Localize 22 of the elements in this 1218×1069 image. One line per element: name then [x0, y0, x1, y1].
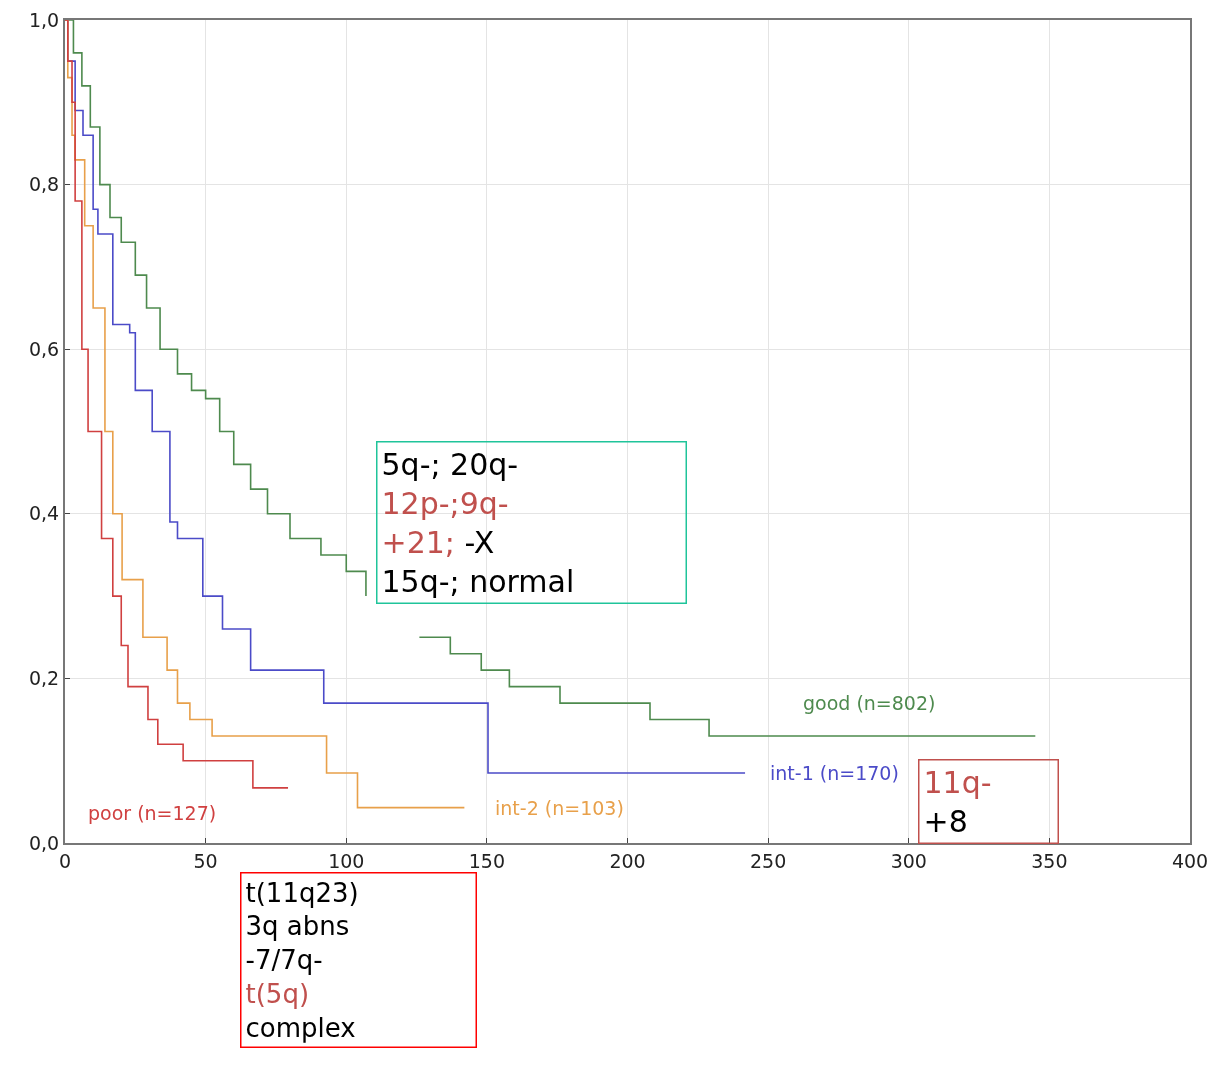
x-tick-label: 100 [328, 849, 365, 872]
text: t(11q23) 3q abns -7/7q- t(5q) complex [245, 877, 359, 1043]
y-tick-label: 0,6 [28, 337, 60, 360]
x-tick-label: 200 [609, 849, 646, 872]
x-tick-label: 350 [1031, 849, 1068, 872]
series-label: good (n=802) [803, 692, 936, 714]
y-tick-label: 0,8 [28, 173, 60, 196]
x-tick-label: 0 [58, 849, 72, 872]
x-tick-label: 150 [468, 849, 506, 872]
series-label: int-2 (n=103) [495, 797, 624, 819]
annotation: 11q- +8 [923, 764, 992, 839]
y-tick-label: 0,2 [28, 667, 60, 690]
annotation: 5q-; 20q- 12p-;9q- +21; -X 15q-; normal [381, 446, 575, 599]
x-tick-label: 400 [1171, 849, 1209, 872]
series-label: int-1 (n=170) [770, 762, 899, 784]
x-tick-label: 250 [750, 849, 787, 872]
y-tick-label: 0,4 [28, 502, 60, 525]
y-tick-label: 1,0 [28, 8, 60, 31]
x-tick-label: 50 [193, 849, 218, 872]
y-tick-label: 0,0 [28, 831, 60, 854]
text: poor (n=127) [88, 802, 217, 824]
x-tick-label: 300 [890, 849, 927, 872]
